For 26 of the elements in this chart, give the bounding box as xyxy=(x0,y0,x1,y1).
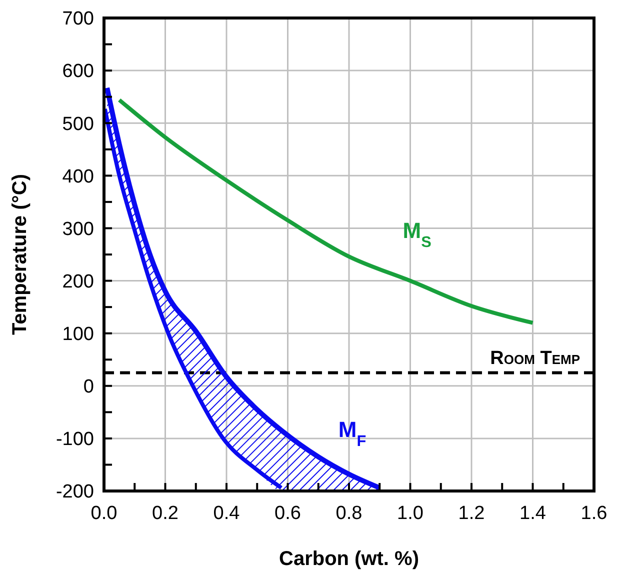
x-tick-label: 0.6 xyxy=(274,503,301,524)
y-axis-title: Temperature (°C) xyxy=(9,174,31,335)
x-tick-label: 0.4 xyxy=(213,503,240,524)
x-tick-label: 1.2 xyxy=(458,503,485,524)
x-tick-label: 1.4 xyxy=(520,503,546,524)
y-tick-label: 500 xyxy=(62,114,94,135)
y-tick-label: -200 xyxy=(56,482,94,503)
line-series xyxy=(117,98,535,325)
x-tick-label: 0.8 xyxy=(336,503,362,524)
y-tick-label: 0 xyxy=(83,376,94,398)
x-tick-label: 0.0 xyxy=(90,503,118,524)
y-tick-label: 300 xyxy=(62,218,94,240)
line-series xyxy=(104,106,284,490)
y-tick-label: 700 xyxy=(62,8,94,30)
ref-line-label: Room Temp xyxy=(490,348,580,369)
x-tick-label: 1.6 xyxy=(580,503,608,524)
y-tick-label: 600 xyxy=(62,61,94,82)
series-label: M$_{S}$ xyxy=(402,218,432,250)
y-tick-label: 100 xyxy=(62,324,94,345)
x-tick-label: 1.0 xyxy=(397,503,424,524)
y-tick-label: 400 xyxy=(62,166,94,188)
x-tick-label: 0.2 xyxy=(152,503,178,524)
x-axis-title: Carbon (wt. %) xyxy=(279,548,419,570)
y-tick-label: -100 xyxy=(56,429,94,450)
series-label: M$_{F}$ xyxy=(338,416,366,450)
y-tick-label: 200 xyxy=(62,271,94,292)
